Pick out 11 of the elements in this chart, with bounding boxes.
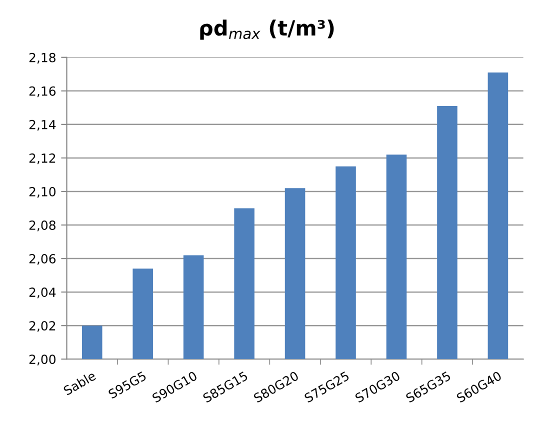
- y-tick-label: 2,16: [29, 86, 56, 98]
- y-tick-label: 2,04: [29, 288, 56, 298]
- y-tick-label: 2,00: [29, 354, 56, 366]
- y-tick-label: 2,14: [29, 120, 56, 131]
- y-tick-label: 2,08: [29, 220, 56, 232]
- y-tick-label: 2,10: [29, 186, 56, 198]
- y-tick-label: 2,18: [29, 52, 56, 64]
- y-tick-label: 2,02: [29, 321, 56, 332]
- y-tick-label: 2,12: [29, 153, 56, 164]
- y-tick-label: 2,06: [29, 254, 56, 265]
- chart-title: ρd$_{max}$ (t/m³): [200, 20, 334, 40]
